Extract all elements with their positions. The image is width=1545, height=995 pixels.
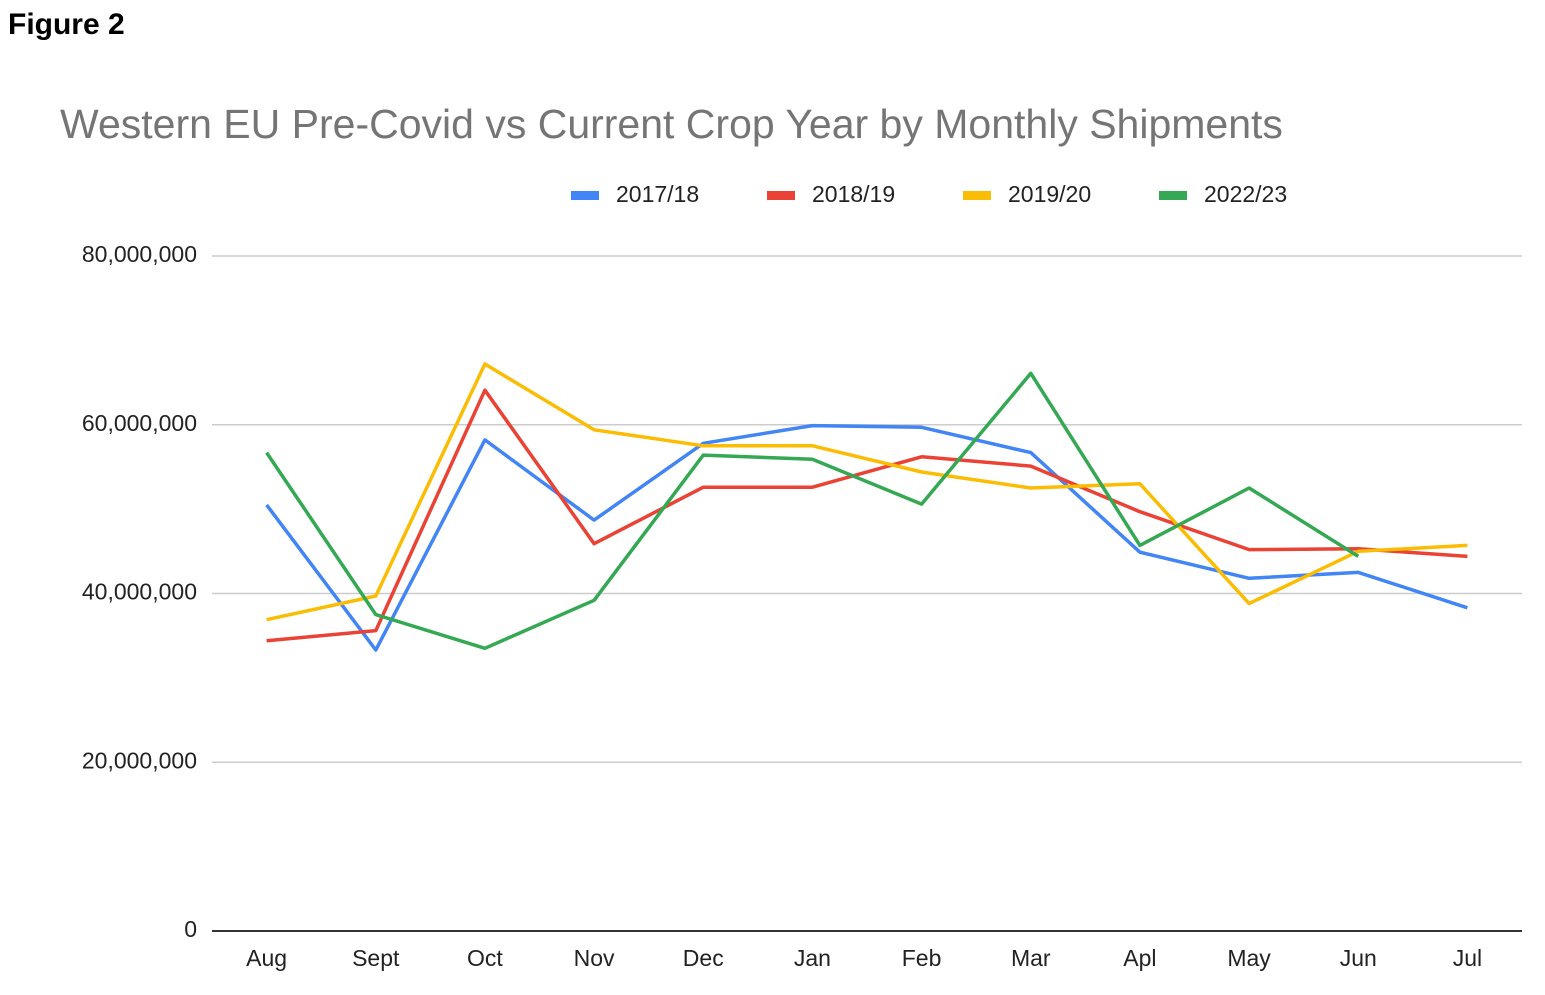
legend-label: 2018/19 [812,181,895,207]
figure-label: Figure 2 [8,8,125,41]
x-tick-label: Mar [1011,945,1051,971]
series-line [265,371,1360,651]
x-tick-label: Oct [467,945,503,971]
x-tick-label: Apl [1123,945,1156,971]
chart-title: Western EU Pre-Covid vs Current Crop Yea… [60,101,1283,147]
y-tick-label: 40,000,000 [82,579,197,605]
legend-label: 2022/23 [1204,181,1287,207]
x-tick-label: Aug [246,945,287,971]
legend-swatch [963,191,991,200]
x-tick-label: Sept [352,945,400,971]
legend-swatch [1159,191,1187,200]
x-tick-label: Jan [794,945,831,971]
x-tick-label: Dec [683,945,724,971]
x-tick-label: Jun [1340,945,1377,971]
y-tick-label: 20,000,000 [82,747,197,773]
legend-swatch [767,191,795,200]
legend-swatch [571,191,599,200]
x-tick-label: Nov [574,945,615,971]
legend-label: 2017/18 [616,181,699,207]
y-tick-label: 60,000,000 [82,410,197,436]
series-line [266,388,1468,643]
y-tick-label: 80,000,000 [82,241,197,267]
x-tick-label: Jul [1453,945,1482,971]
legend-label: 2019/20 [1008,181,1091,207]
series-line [265,423,1468,652]
x-tick-label: May [1227,945,1271,971]
x-tick-label: Feb [902,945,942,971]
series-line [266,362,1468,622]
y-tick-label: 0 [184,916,197,942]
